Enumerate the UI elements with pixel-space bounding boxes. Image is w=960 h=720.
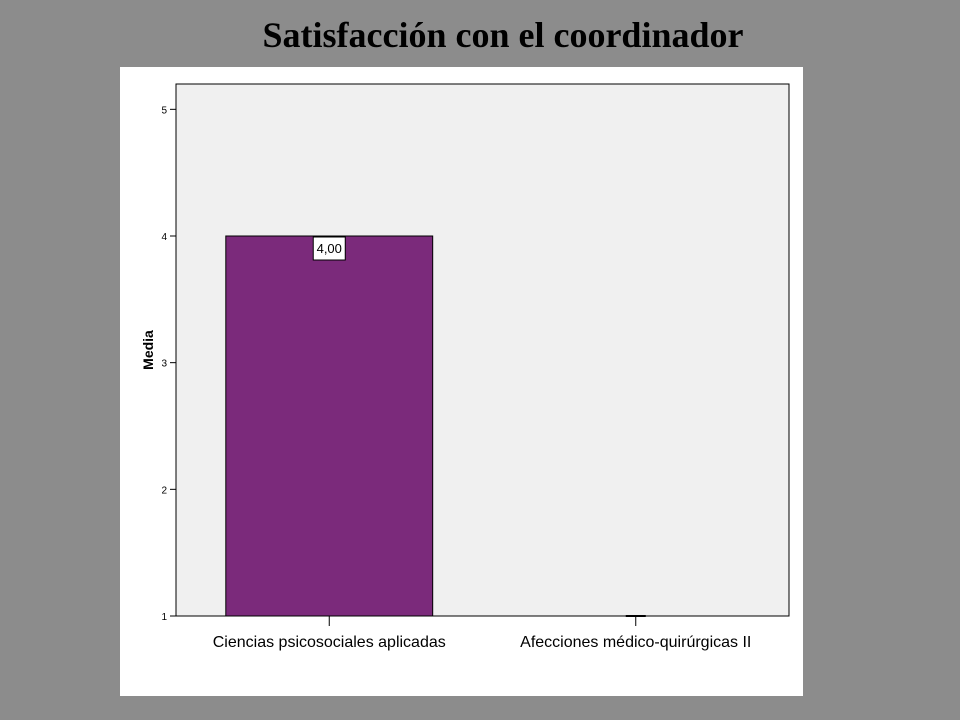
y-tick-label: 2	[161, 485, 167, 496]
x-tick-label: Afecciones médico-quirúrgicas II	[520, 634, 751, 651]
bars: 4,00	[225, 235, 646, 617]
x-axis-ticks: Ciencias psicosociales aplicadas Afeccion…	[213, 616, 751, 651]
x-tick-label: Ciencias psicosociales aplicadas	[213, 634, 446, 651]
data-label-box	[312, 236, 346, 261]
slide-title: Satisfacción con el coordinador	[262, 15, 744, 55]
y-axis-title: Media	[140, 330, 156, 370]
y-tick-label: 1	[161, 612, 167, 623]
bar	[225, 235, 434, 617]
chart-panel: 1 2 3 4 5 4,00 Ciencias psicosociales aplica…	[120, 67, 803, 696]
bar-chart: 1 2 3 4 5 4,00 Ciencias psicosociales aplica…	[140, 83, 790, 651]
data-label: 4,00	[317, 241, 342, 256]
y-tick-label: 3	[161, 359, 167, 370]
y-axis-ticks: 1 2 3 4 5	[161, 105, 176, 623]
y-tick-label: 5	[161, 105, 167, 116]
y-tick-label: 4	[161, 232, 167, 243]
